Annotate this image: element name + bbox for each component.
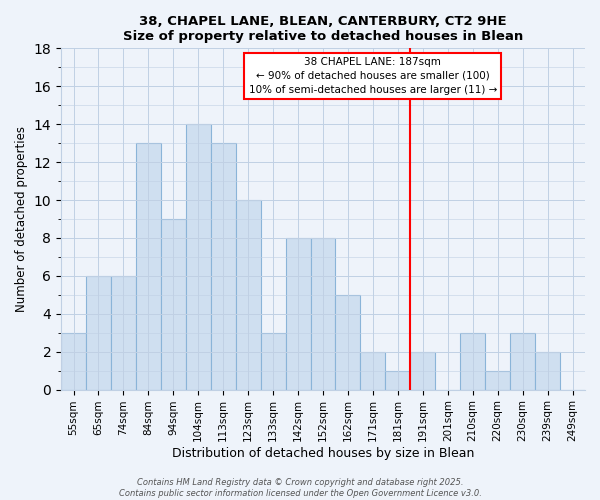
Bar	[86, 276, 111, 390]
Bar	[361, 352, 385, 390]
Title: 38, CHAPEL LANE, BLEAN, CANTERBURY, CT2 9HE
Size of property relative to detache: 38, CHAPEL LANE, BLEAN, CANTERBURY, CT2 …	[123, 15, 523, 43]
X-axis label: Distribution of detached houses by size in Blean: Distribution of detached houses by size …	[172, 447, 474, 460]
Bar	[535, 352, 560, 390]
Bar	[286, 238, 311, 390]
Bar	[236, 200, 260, 390]
Bar	[186, 124, 211, 390]
Bar	[161, 219, 186, 390]
Bar	[311, 238, 335, 390]
Bar	[385, 370, 410, 390]
Bar	[61, 332, 86, 390]
Bar	[211, 143, 236, 390]
Bar	[111, 276, 136, 390]
Bar	[510, 332, 535, 390]
Y-axis label: Number of detached properties: Number of detached properties	[15, 126, 28, 312]
Bar	[260, 332, 286, 390]
Bar	[460, 332, 485, 390]
Bar	[335, 295, 361, 390]
Text: Contains HM Land Registry data © Crown copyright and database right 2025.
Contai: Contains HM Land Registry data © Crown c…	[119, 478, 481, 498]
Text: 38 CHAPEL LANE: 187sqm
← 90% of detached houses are smaller (100)
10% of semi-de: 38 CHAPEL LANE: 187sqm ← 90% of detached…	[248, 57, 497, 95]
Bar	[485, 370, 510, 390]
Bar	[136, 143, 161, 390]
Bar	[410, 352, 435, 390]
